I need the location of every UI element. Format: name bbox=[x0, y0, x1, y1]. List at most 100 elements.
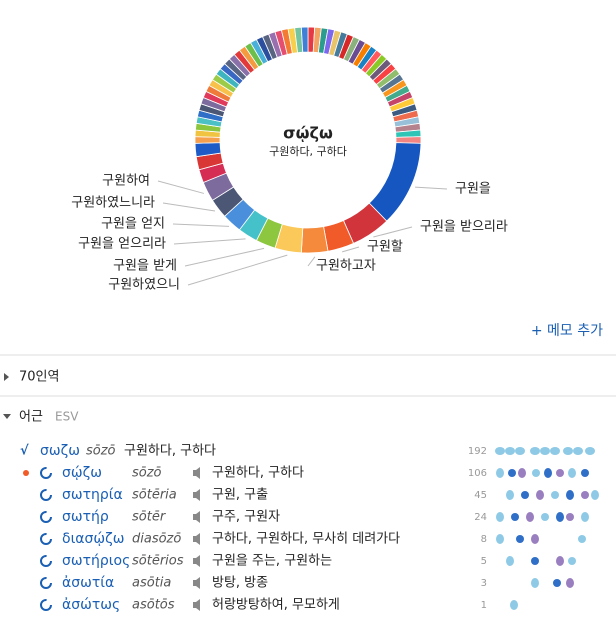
leader-line bbox=[307, 256, 316, 267]
distribution-blob bbox=[581, 469, 589, 477]
gloss: 구원을 주는, 구원하는 bbox=[212, 554, 332, 569]
donut-segment[interactable] bbox=[300, 226, 329, 254]
root-lemma[interactable]: σωζω bbox=[40, 443, 80, 459]
expand-arrow[interactable] bbox=[4, 373, 9, 381]
distribution-blob bbox=[581, 512, 589, 522]
leader-line bbox=[187, 254, 288, 286]
speaker-icon[interactable] bbox=[193, 555, 200, 567]
donut-label: 구원하여 bbox=[102, 174, 150, 189]
translit: sōtēria bbox=[132, 488, 177, 503]
distribution-blob bbox=[591, 490, 599, 500]
translit: sōzō bbox=[132, 466, 162, 481]
distribution-blob bbox=[556, 556, 564, 566]
lemma[interactable]: σῴζω bbox=[62, 465, 102, 481]
donut-segment[interactable] bbox=[300, 26, 309, 53]
lemma[interactable]: ἀσώτως bbox=[62, 597, 120, 613]
lemma-icon bbox=[40, 511, 52, 523]
translit: sōtēr bbox=[132, 510, 167, 525]
distribution-blob bbox=[540, 447, 550, 455]
count: 24 bbox=[474, 512, 487, 523]
distribution-blob bbox=[506, 556, 514, 566]
distribution-blob bbox=[496, 468, 504, 478]
speaker-icon[interactable] bbox=[193, 577, 200, 589]
distribution-blob bbox=[568, 557, 576, 565]
distribution-blob bbox=[585, 447, 595, 455]
lemma[interactable]: σωτήριος bbox=[62, 553, 130, 569]
distribution-blob bbox=[506, 490, 514, 500]
donut-label: 구원을 받게 bbox=[113, 259, 177, 274]
collapse-arrow[interactable] bbox=[3, 414, 11, 419]
distribution-blob bbox=[496, 512, 504, 522]
distribution-blob bbox=[566, 578, 574, 588]
section-title[interactable]: 70인역 bbox=[19, 370, 59, 385]
leader-line bbox=[157, 180, 205, 194]
translit: asōtia bbox=[132, 576, 171, 591]
distribution-blob bbox=[551, 491, 559, 499]
leader-line bbox=[162, 202, 216, 212]
distribution-blob bbox=[530, 447, 540, 455]
distribution-blob bbox=[581, 491, 589, 499]
gloss: 허랑방탕하여, 무모하게 bbox=[212, 598, 340, 613]
lemma-icon bbox=[40, 533, 52, 545]
distribution-blob bbox=[536, 490, 544, 500]
gloss: 구원, 구출 bbox=[212, 488, 268, 503]
lemma[interactable]: ἀσωτία bbox=[62, 575, 114, 591]
distribution-blob bbox=[510, 600, 518, 610]
speaker-icon[interactable] bbox=[193, 511, 200, 523]
distribution-blob bbox=[511, 513, 519, 521]
donut-label: 구원을 받으리라 bbox=[420, 220, 508, 235]
count: 5 bbox=[481, 556, 487, 567]
count: 3 bbox=[481, 578, 487, 589]
count: 8 bbox=[481, 534, 487, 545]
distribution-blob bbox=[553, 579, 561, 587]
distribution-blob bbox=[556, 512, 564, 522]
translit: sōtērios bbox=[132, 554, 184, 569]
donut-label: 구원을 bbox=[455, 182, 491, 197]
speaker-icon[interactable] bbox=[193, 599, 200, 611]
leader-line bbox=[184, 247, 265, 267]
root-symbol: √ bbox=[20, 444, 29, 459]
distribution-blob bbox=[556, 469, 564, 477]
donut-label: 구원하고자 bbox=[316, 259, 376, 274]
translit: asōtōs bbox=[132, 598, 175, 613]
lemma-icon bbox=[40, 599, 52, 611]
lemma[interactable]: σωτηρία bbox=[62, 487, 123, 503]
distribution-blob bbox=[566, 490, 574, 500]
add-note[interactable]: + 메모 추가 bbox=[531, 323, 603, 339]
donut-title: σῴζω bbox=[283, 124, 333, 143]
speaker-icon[interactable] bbox=[193, 467, 200, 479]
gloss: 구원하다, 구하다 bbox=[212, 466, 304, 481]
lemma[interactable]: σωτήρ bbox=[62, 509, 109, 525]
current-dot bbox=[23, 470, 29, 476]
distribution-blob bbox=[573, 447, 583, 455]
section-version: ESV bbox=[55, 410, 79, 424]
count: 45 bbox=[474, 490, 487, 501]
distribution-blob bbox=[518, 468, 526, 478]
donut-segment[interactable] bbox=[368, 142, 422, 222]
distribution-blob bbox=[521, 491, 529, 499]
distribution-blob bbox=[532, 469, 540, 477]
root-gloss: 구원하다, 구하다 bbox=[124, 444, 216, 459]
speaker-icon[interactable] bbox=[193, 533, 200, 545]
distribution-blob bbox=[541, 513, 549, 521]
leader-line bbox=[172, 223, 230, 227]
donut-label: 구원하였으니 bbox=[108, 278, 180, 293]
gloss: 구하다, 구원하다, 무사히 데려가다 bbox=[212, 532, 400, 547]
distribution-blob bbox=[508, 469, 516, 477]
distribution-blob bbox=[566, 513, 574, 521]
distribution-blob bbox=[578, 535, 586, 543]
section-title[interactable]: 어근 bbox=[19, 410, 43, 425]
root-count: 192 bbox=[468, 446, 487, 457]
distribution-blob bbox=[526, 512, 534, 522]
distribution-blob bbox=[496, 534, 504, 544]
lemma-icon bbox=[40, 467, 52, 479]
lemma-icon bbox=[40, 489, 52, 501]
distribution-blob bbox=[516, 535, 524, 543]
speaker-icon[interactable] bbox=[193, 489, 200, 501]
root-translit: sōzō bbox=[86, 444, 116, 459]
count: 106 bbox=[468, 468, 487, 479]
lemma[interactable]: διασῴζω bbox=[62, 531, 124, 547]
gloss: 구주, 구원자 bbox=[212, 510, 280, 525]
distribution-blob bbox=[531, 557, 539, 565]
distribution-blob bbox=[550, 447, 560, 455]
